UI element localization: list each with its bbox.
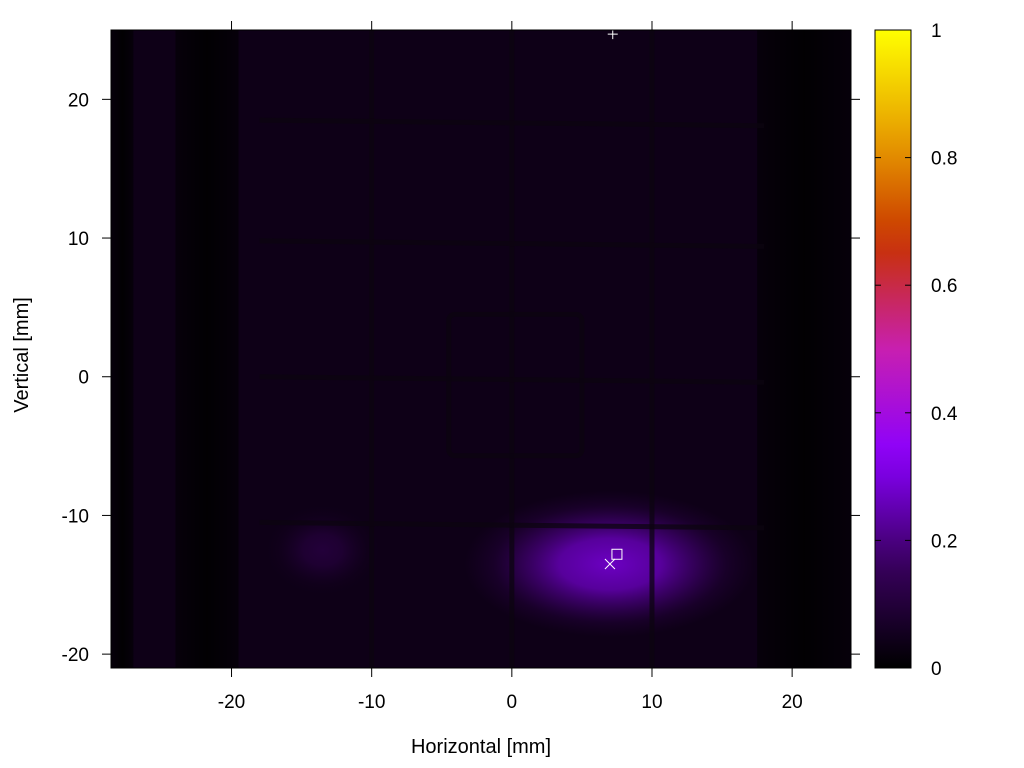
heatmap-image (111, 30, 851, 668)
x-tick-label: 0 (507, 692, 518, 713)
horizontal-grid-line (259, 374, 765, 385)
x-tick-label: -10 (358, 692, 385, 713)
y-tick-label: -10 (62, 506, 89, 527)
colorbar-tick-label: 0.2 (931, 531, 957, 552)
y-tick-label: 10 (68, 229, 89, 250)
y-tick-label: 20 (68, 90, 89, 111)
colorbar-tick-label: 0 (931, 659, 942, 680)
x-tick-label: -20 (218, 692, 245, 713)
plot-frame (110, 29, 852, 669)
y-axis-label: Vertical [mm] (11, 297, 33, 413)
horizontal-grid-line (259, 519, 765, 531)
dark-band (111, 30, 134, 668)
hot-spot (266, 505, 379, 595)
x-marker (604, 558, 616, 570)
colorbar-tick-label: 0.4 (931, 404, 958, 425)
x-tick-label: 10 (641, 692, 662, 713)
y-tick-label: -20 (62, 645, 89, 666)
dark-band (175, 30, 239, 668)
horizontal-grid-line (259, 238, 765, 249)
x-tick-label: 20 (782, 692, 803, 713)
colorbar-tick-label: 0.8 (931, 149, 957, 170)
axes: -20 -10 0 10 20 -20 -10 0 10 20 (62, 21, 860, 713)
inner-square (446, 311, 585, 459)
x-axis-label: Horizontal [mm] (411, 736, 551, 758)
colorbar: 0 0.2 0.4 0.6 0.8 1 (874, 21, 958, 680)
square-marker (611, 548, 623, 560)
horizontal-grid-line (259, 117, 765, 129)
colorbar-gradient (874, 29, 912, 669)
colorbar-tick-label: 0.6 (931, 276, 957, 297)
colorbar-tick-label: 1 (931, 21, 942, 42)
y-tick-label: 0 (78, 368, 89, 389)
dark-band (757, 30, 851, 668)
plus-marker (607, 29, 618, 40)
plot-area (111, 29, 851, 668)
